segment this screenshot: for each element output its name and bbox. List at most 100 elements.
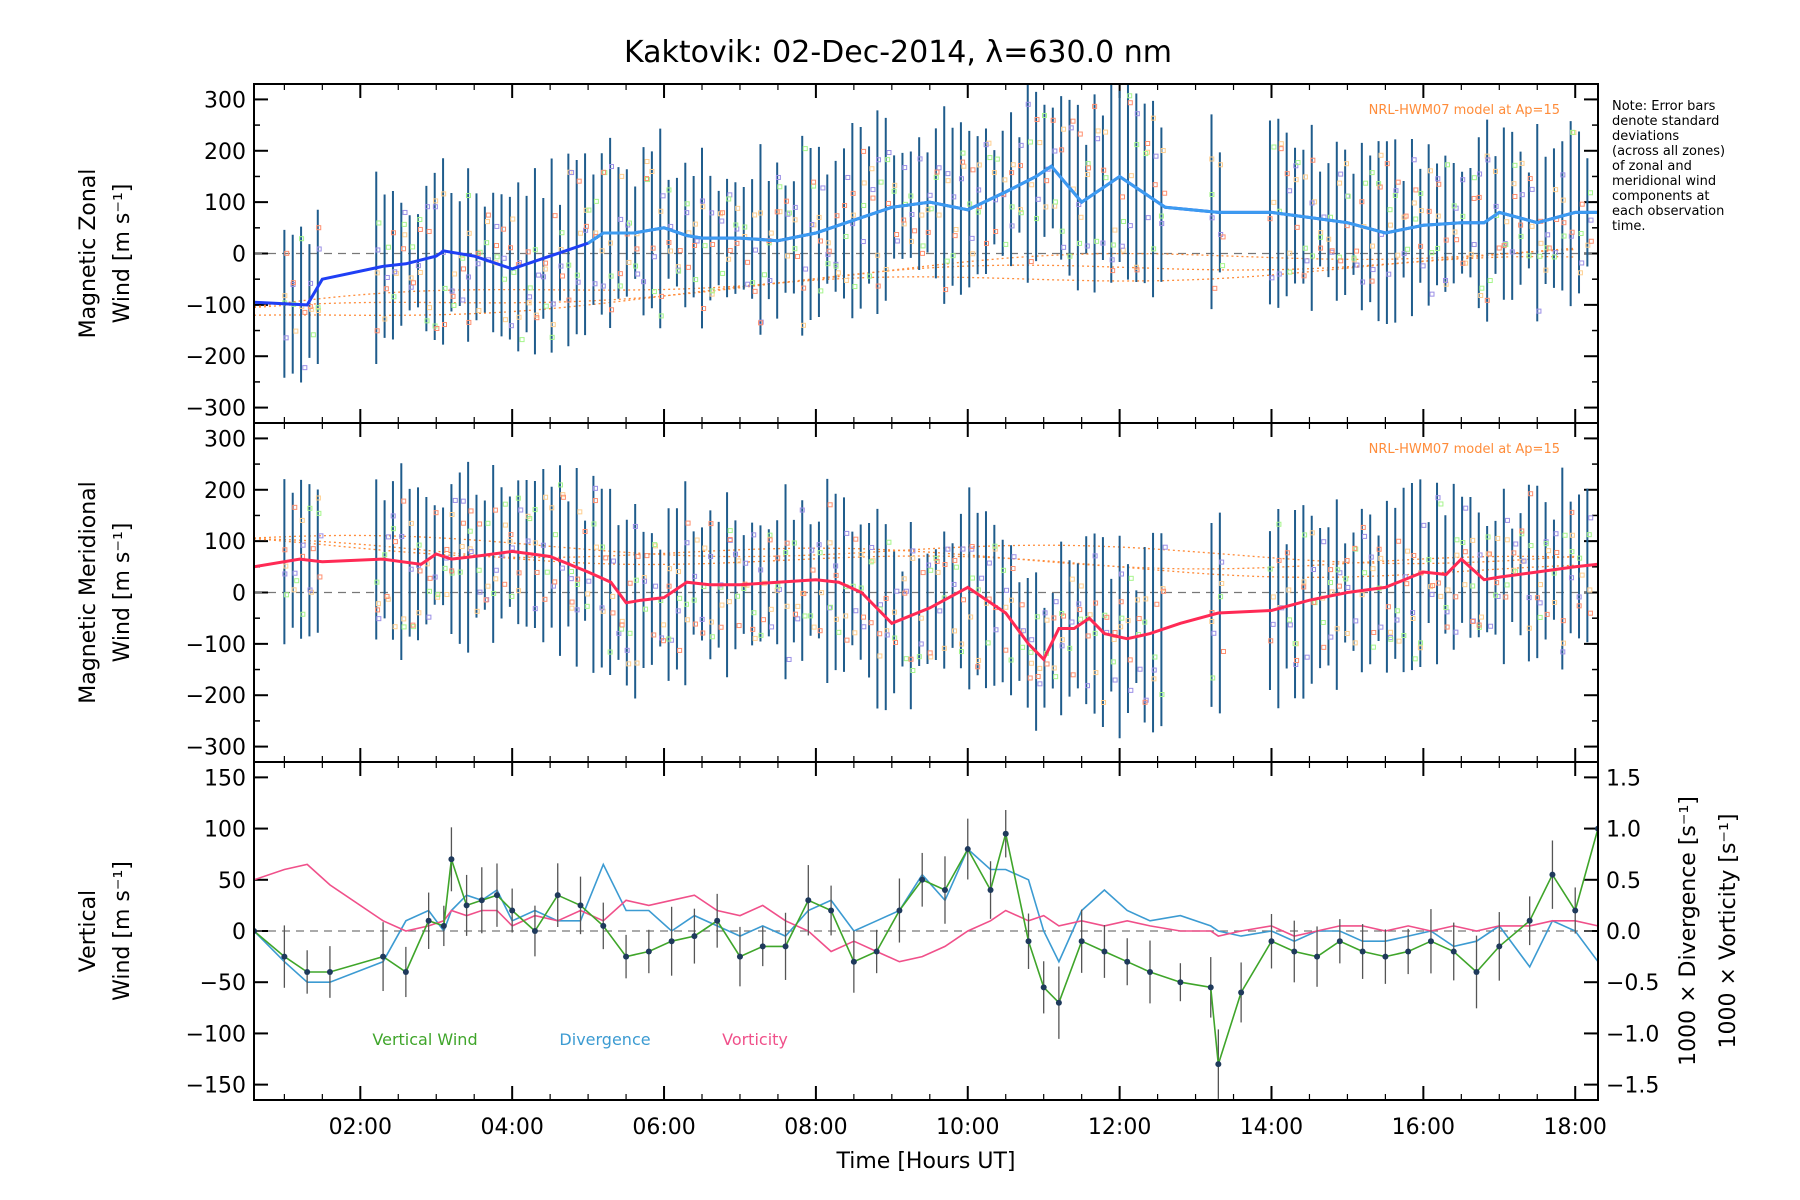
zone-point — [909, 211, 915, 217]
zone-point — [1018, 210, 1024, 216]
y-axis-label: Magnetic Meridional — [76, 481, 101, 703]
zone-point — [792, 246, 798, 252]
zone-point — [1536, 308, 1542, 314]
zone-point — [511, 269, 517, 275]
zone-point — [1463, 260, 1469, 266]
zone-point — [569, 605, 575, 611]
vertical-wind-point — [1382, 953, 1389, 960]
zone-point — [1569, 575, 1575, 581]
zone-point — [902, 590, 908, 596]
zone-point — [684, 210, 690, 216]
zone-point — [1511, 181, 1517, 187]
zone-point — [1001, 567, 1007, 573]
zone-point — [843, 277, 849, 283]
zone-point — [1362, 533, 1368, 539]
zone-point — [1345, 193, 1351, 199]
zone-point — [1061, 126, 1067, 132]
zone-point — [1578, 231, 1584, 237]
zone-point — [994, 156, 1000, 162]
zone-point — [969, 546, 975, 552]
zone-point — [692, 242, 698, 248]
zone-point — [1479, 285, 1485, 291]
zone-point — [1460, 213, 1466, 219]
zone-point — [694, 238, 700, 244]
zone-point — [979, 575, 985, 581]
zone-point — [401, 624, 407, 630]
zone-point — [375, 247, 381, 253]
zone-point — [509, 545, 515, 551]
zone-point — [702, 545, 708, 551]
zone-point — [785, 253, 791, 259]
zone-point — [1394, 617, 1400, 623]
zone-point — [833, 563, 839, 569]
zone-point — [534, 315, 540, 321]
zone-point — [1059, 228, 1065, 234]
zone-point — [607, 649, 613, 655]
zone-point — [1412, 656, 1418, 662]
zone-point — [1151, 246, 1157, 252]
zone-point — [516, 588, 522, 594]
zone-point — [610, 593, 616, 599]
zone-point — [1119, 243, 1125, 249]
y2-axis-label: 1000 × Divergence [s⁻¹] — [1676, 796, 1701, 1066]
zone-point — [803, 266, 809, 272]
zone-point — [1444, 162, 1450, 168]
zone-point — [1396, 638, 1402, 644]
y-tick-label: −200 — [186, 684, 246, 709]
zone-point — [1067, 645, 1073, 651]
zone-point — [745, 259, 751, 265]
zone-point — [1301, 579, 1307, 585]
zone-point — [575, 279, 581, 285]
zone-point — [1410, 610, 1416, 616]
zone-point — [600, 283, 606, 289]
zone-point — [951, 194, 957, 200]
zone-point — [474, 608, 480, 614]
zone-point — [1086, 165, 1092, 171]
zone-point — [401, 246, 407, 252]
zone-point — [752, 288, 758, 294]
zone-point — [1217, 162, 1223, 168]
zone-point — [1220, 234, 1226, 240]
zone-point — [1158, 213, 1164, 219]
y-tick-label: 100 — [204, 191, 246, 216]
zone-point — [410, 244, 416, 250]
zone-point — [901, 576, 907, 582]
vertical-wind-point — [896, 907, 903, 914]
zonal-wind-panel: 300 200 100 0 −100 −200 −300 Magnetic Zonal Wind… — [76, 83, 1599, 424]
zone-point — [987, 155, 993, 161]
zone-point — [408, 566, 414, 572]
zone-point — [1310, 567, 1316, 573]
zone-point — [477, 589, 483, 595]
zone-point — [1027, 675, 1033, 681]
zone-point — [742, 224, 748, 230]
zone-point — [668, 223, 674, 229]
zone-point — [886, 539, 892, 545]
zone-point — [1010, 162, 1016, 168]
zone-point — [465, 274, 471, 280]
vertical-wind-point — [600, 922, 607, 929]
zone-point — [427, 305, 433, 311]
note-line: time. — [1612, 219, 1646, 234]
vertical-wind-point — [493, 892, 500, 899]
zone-point — [1377, 184, 1383, 190]
zone-point — [1287, 269, 1293, 275]
zone-point — [817, 238, 823, 244]
zone-point — [533, 312, 539, 318]
zone-point — [607, 240, 613, 246]
zone-point — [1018, 142, 1024, 148]
note-line: deviations — [1612, 129, 1679, 144]
y2-tick-label: 1.0 — [1606, 818, 1641, 843]
vertical-wind-panel: 150 100 50 0 −50 −100 −150 Vertical Wind [m s⁻¹]… — [76, 761, 1741, 1174]
zone-point — [1337, 180, 1343, 186]
zone-point — [1154, 601, 1160, 607]
zone-point — [308, 280, 314, 286]
zone-point — [1576, 594, 1582, 600]
zone-point — [883, 267, 889, 273]
zone-point — [384, 593, 390, 599]
zone-point — [543, 494, 549, 500]
zone-point — [1268, 638, 1274, 644]
mean-wind-line — [254, 164, 1598, 307]
zone-point — [444, 546, 450, 552]
zone-point — [1537, 253, 1543, 259]
zone-point — [449, 288, 455, 294]
